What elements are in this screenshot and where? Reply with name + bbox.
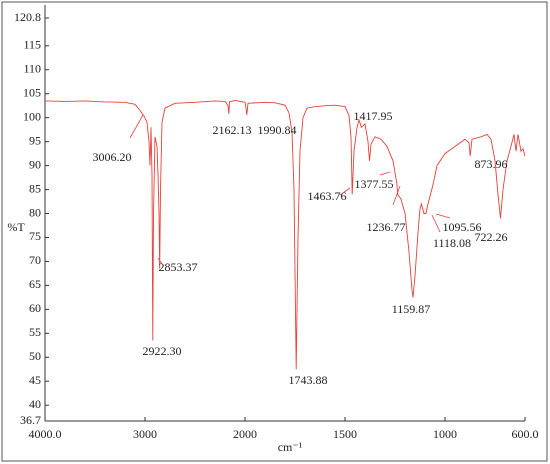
y-tick-label: 105 xyxy=(23,85,41,99)
y-tick-label: 90 xyxy=(29,157,41,171)
spectrum-line xyxy=(44,99,526,370)
y-tick-label: 65 xyxy=(29,277,41,291)
y-tick-label: 115 xyxy=(23,38,41,52)
x-tick-label: 600.0 xyxy=(512,427,539,441)
x-tick-label: 1500 xyxy=(333,427,357,441)
peak-label: 873.96 xyxy=(475,157,508,171)
y-tick-label: 110 xyxy=(23,62,41,76)
x-axis-label: cm⁻¹ xyxy=(278,440,303,454)
peak-label: 1236.77 xyxy=(367,220,406,234)
leader-line xyxy=(339,187,351,196)
leader-line xyxy=(431,214,441,233)
leader-line xyxy=(392,185,401,206)
y-tick-label: 85 xyxy=(29,181,41,195)
peak-label: 1118.08 xyxy=(433,236,471,250)
x-tick-label: 3000 xyxy=(133,427,157,441)
leader-line xyxy=(435,213,451,219)
y-tick-label: 36.7 xyxy=(20,413,41,427)
peak-label: 1377.55 xyxy=(355,177,394,191)
peak-label: 722.26 xyxy=(475,230,508,244)
leader-line xyxy=(157,257,163,265)
peak-label: 1417.95 xyxy=(354,109,393,123)
y-axis-label: %T xyxy=(7,220,25,234)
peak-label: 2853.37 xyxy=(159,260,198,274)
y-tick-label: 55 xyxy=(29,325,41,339)
y-tick-label: 70 xyxy=(29,253,41,267)
x-tick-label: 4000.0 xyxy=(29,427,62,441)
y-tick-label: 100 xyxy=(23,109,41,123)
y-tick-label: 80 xyxy=(29,205,41,219)
x-tick-label: 2000 xyxy=(233,427,257,441)
peak-label: 1463.76 xyxy=(308,189,347,203)
leader-line xyxy=(379,171,391,176)
peak-label: 1095.56 xyxy=(443,220,482,234)
y-tick-label: 45 xyxy=(29,373,41,387)
y-tick-label: 60 xyxy=(29,301,41,315)
peak-label: 2162.13 xyxy=(213,123,252,137)
y-tick-label: 50 xyxy=(29,349,41,363)
peak-label: 1990.84 xyxy=(258,123,297,137)
peak-label: 2922.30 xyxy=(143,344,182,358)
y-tick-label: 40 xyxy=(29,397,41,411)
y-tick-label: 95 xyxy=(29,133,41,147)
peak-label: 1159.87 xyxy=(392,302,431,316)
leader-line xyxy=(129,114,144,139)
x-tick-label: 1000 xyxy=(433,427,457,441)
peak-label: 1743.88 xyxy=(289,373,328,387)
peak-label: 3006.20 xyxy=(93,150,132,164)
y-tick-label: 120.8 xyxy=(14,10,41,24)
y-tick-label: 75 xyxy=(29,229,41,243)
